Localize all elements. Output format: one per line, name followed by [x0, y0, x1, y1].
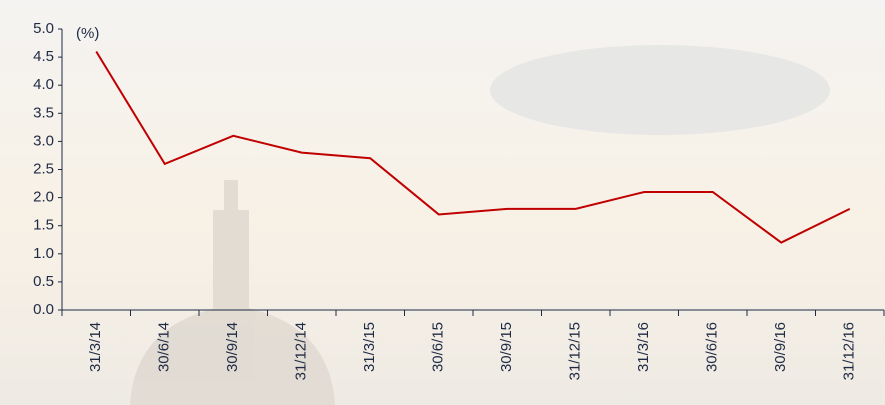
y-tick-label: 0.0: [33, 301, 54, 318]
x-tick-label: 31/12/16: [841, 322, 858, 380]
x-tick-label: 31/3/14: [87, 322, 104, 372]
x-tick-label: 30/6/16: [704, 322, 721, 372]
x-tick-label: 30/6/15: [430, 322, 447, 372]
x-tick-label: 30/9/14: [224, 322, 241, 372]
x-tick-label: 31/3/15: [361, 322, 378, 372]
x-tick-label: 30/9/16: [772, 322, 789, 372]
x-tick-label: 31/12/14: [293, 322, 310, 380]
x-tick-label: 31/3/16: [635, 322, 652, 372]
y-tick-label: 3.5: [33, 104, 54, 121]
x-tick-label: 31/12/15: [567, 322, 584, 380]
y-tick-label: 4.0: [33, 76, 54, 93]
x-tick-label: 30/6/14: [156, 322, 173, 372]
y-tick-label: 5.0: [33, 20, 54, 37]
y-tick-label: 4.5: [33, 48, 54, 65]
y-tick-label: 3.0: [33, 132, 54, 149]
y-tick-label: 1.5: [33, 217, 54, 234]
y-tick-label: 1.0: [33, 245, 54, 262]
y-tick-label: 0.5: [33, 273, 54, 290]
y-tick-label: 2.5: [33, 160, 54, 177]
y-unit-label: (%): [76, 25, 99, 42]
y-tick-label: 2.0: [33, 189, 54, 206]
dome-illustration: [130, 45, 830, 405]
x-tick-label: 30/9/15: [498, 322, 515, 372]
line-series: [95, 50, 851, 244]
